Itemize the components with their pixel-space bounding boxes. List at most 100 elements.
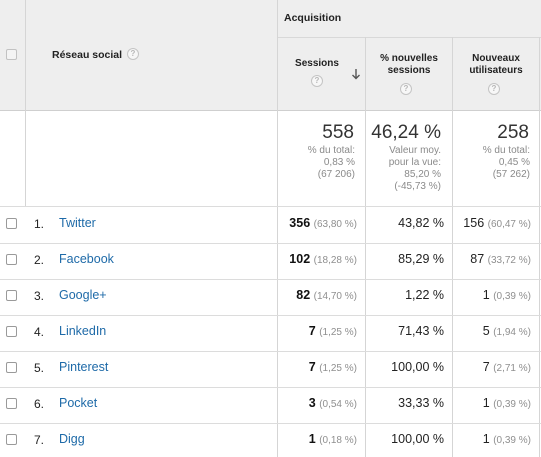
network-link[interactable]: Google+ xyxy=(59,288,107,302)
row-rank: 6. xyxy=(34,397,45,411)
row-checkbox[interactable] xyxy=(6,326,17,337)
acquisition-group-header: Acquisition xyxy=(284,12,342,24)
network-link[interactable]: Pocket xyxy=(59,396,98,410)
sessions-pct: (63,80 %) xyxy=(313,219,357,230)
new-users-pct: (0,39 %) xyxy=(493,291,531,302)
new-users-pct: (0,39 %) xyxy=(493,399,531,410)
total-new-pct: 46,24 % xyxy=(371,122,441,143)
total-sessions: 558 xyxy=(322,122,354,143)
network-link[interactable]: Twitter xyxy=(59,216,96,230)
row-checkbox[interactable] xyxy=(6,218,17,229)
sessions-pct: (0,18 %) xyxy=(319,435,357,446)
row-rank: 7. xyxy=(34,433,45,447)
new-users-cell: 1 (0,39 %) xyxy=(483,432,531,446)
col-divider xyxy=(452,37,453,457)
new-users-cell: 5 (1,94 %) xyxy=(483,324,531,338)
new-users-cell: 156 (60,47 %) xyxy=(463,216,531,230)
help-icon[interactable]: ? xyxy=(400,83,412,95)
network-link[interactable]: LinkedIn xyxy=(59,324,107,338)
row-divider xyxy=(0,423,541,424)
sessions-pct: (1,25 %) xyxy=(319,363,357,374)
new-users-cell: 1 (0,39 %) xyxy=(483,396,531,410)
select-all-checkbox[interactable] xyxy=(6,49,17,60)
sessions-value: 82 xyxy=(296,288,311,302)
row-checkbox[interactable] xyxy=(6,398,17,409)
new-pct-cell: 100,00 % xyxy=(391,432,444,446)
new-pct-cell: 43,82 % xyxy=(398,216,444,230)
total-new-pct-detail: Valeur moy. pour la vue: 85,20 % (-45,73… xyxy=(366,145,441,193)
sessions-pct: (0,54 %) xyxy=(319,399,357,410)
header-line: sessions xyxy=(387,65,431,76)
new-users-pct: (2,71 %) xyxy=(493,363,531,374)
row-checkbox[interactable] xyxy=(6,434,17,445)
sessions-cell: 82 (14,70 %) xyxy=(296,288,357,302)
table-header xyxy=(0,0,541,110)
sessions-value: 356 xyxy=(289,216,311,230)
row-rank: 2. xyxy=(34,253,45,267)
new-pct-cell: 33,33 % xyxy=(398,396,444,410)
header-line: % nouvelles xyxy=(380,53,438,64)
sessions-cell: 356 (63,80 %) xyxy=(289,216,357,230)
sessions-pct: (18,28 %) xyxy=(313,255,357,266)
help-icon[interactable]: ? xyxy=(488,83,500,95)
sessions-header[interactable]: Sessions xyxy=(295,58,339,69)
total-line: 85,20 % xyxy=(404,169,441,180)
network-link[interactable]: Pinterest xyxy=(59,360,109,374)
total-line: 0,83 % xyxy=(323,157,355,168)
help-icon[interactable]: ? xyxy=(311,75,323,87)
total-line: (67 206) xyxy=(317,169,355,180)
row-divider xyxy=(0,279,541,280)
row-checkbox[interactable] xyxy=(6,254,17,265)
total-sessions-detail: % du total: 0,83 % (67 206) xyxy=(280,145,355,181)
new-users-cell: 87 (33,72 %) xyxy=(470,252,531,266)
new-pct-cell: 100,00 % xyxy=(391,360,444,374)
header-line: Nouveaux xyxy=(472,53,520,64)
new-sessions-pct-header[interactable]: % nouvelles sessions xyxy=(366,53,452,77)
acquisition-divider xyxy=(277,37,541,38)
sort-descending-icon[interactable] xyxy=(351,68,361,80)
new-pct-cell: 85,29 % xyxy=(398,252,444,266)
sessions-value: 7 xyxy=(308,324,316,338)
new-users-value: 7 xyxy=(482,360,490,374)
total-line: Valeur moy. xyxy=(389,145,441,156)
col-divider xyxy=(539,37,540,457)
row-divider xyxy=(0,243,541,244)
col-divider xyxy=(25,0,26,206)
row-rank: 5. xyxy=(34,361,45,375)
header-divider xyxy=(0,110,541,111)
col-divider xyxy=(365,37,366,457)
new-users-value: 87 xyxy=(470,252,485,266)
sessions-cell: 102 (18,28 %) xyxy=(289,252,357,266)
row-rank: 4. xyxy=(34,325,45,339)
network-link[interactable]: Digg xyxy=(59,432,85,446)
network-link[interactable]: Facebook xyxy=(59,252,114,266)
row-checkbox[interactable] xyxy=(6,362,17,373)
sessions-cell: 7 (1,25 %) xyxy=(309,324,357,338)
new-users-value: 156 xyxy=(463,216,485,230)
new-users-cell: 7 (2,71 %) xyxy=(483,360,531,374)
help-icon[interactable]: ? xyxy=(127,48,139,60)
new-users-cell: 1 (0,39 %) xyxy=(483,288,531,302)
sessions-value: 102 xyxy=(289,252,311,266)
new-users-value: 1 xyxy=(482,396,490,410)
sessions-cell: 3 (0,54 %) xyxy=(309,396,357,410)
row-rank: 3. xyxy=(34,289,45,303)
new-users-value: 1 xyxy=(482,432,490,446)
col-divider xyxy=(277,0,278,457)
sessions-value: 1 xyxy=(308,432,316,446)
dimension-header[interactable]: Réseau social xyxy=(52,49,123,61)
sessions-value: 7 xyxy=(308,360,316,374)
row-rank: 1. xyxy=(34,217,45,231)
total-line: 0,45 % xyxy=(498,157,530,168)
total-line: pour la vue: xyxy=(388,157,441,168)
sessions-cell: 1 (0,18 %) xyxy=(309,432,357,446)
total-new-users: 258 xyxy=(497,122,529,143)
new-pct-cell: 1,22 % xyxy=(405,288,444,302)
sessions-pct: (14,70 %) xyxy=(313,291,357,302)
row-divider xyxy=(0,315,541,316)
sessions-value: 3 xyxy=(308,396,316,410)
row-checkbox[interactable] xyxy=(6,290,17,301)
new-users-header[interactable]: Nouveaux utilisateurs xyxy=(453,53,539,77)
new-pct-cell: 71,43 % xyxy=(398,324,444,338)
row-divider xyxy=(0,387,541,388)
